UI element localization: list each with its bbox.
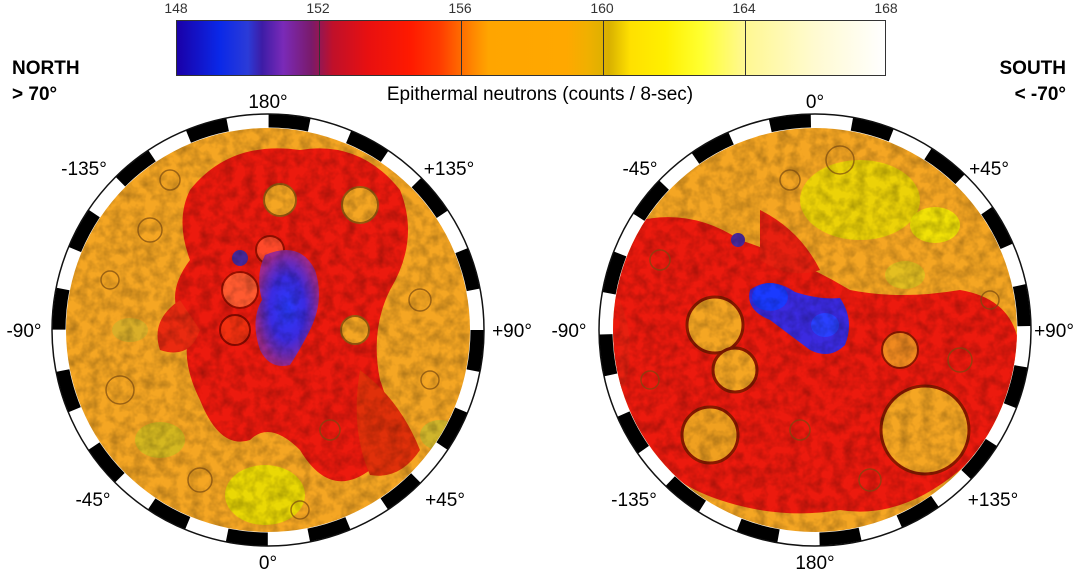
colorbar-tick-148: 148	[164, 0, 188, 16]
north-label-minus135: -135°	[61, 159, 107, 180]
colorbar-divider	[745, 21, 746, 75]
north-label-0: 0°	[258, 553, 278, 574]
north-label-plus90: +90°	[492, 321, 532, 342]
colorbar-divider	[603, 21, 604, 75]
north-subtitle: > 70°	[12, 84, 58, 105]
south-label-minus90: -90°	[551, 321, 587, 342]
colorbar-title: Epithermal neutrons (counts / 8-sec)	[386, 84, 694, 105]
colorbar-divider	[319, 21, 320, 75]
south-label-plus135: +135°	[967, 490, 1019, 511]
south-title: SOUTH	[999, 58, 1067, 79]
south-polar-map	[598, 113, 1032, 547]
south-subtitle: < -70°	[1014, 84, 1066, 105]
south-title-block: SOUTH < -70°	[1000, 56, 1067, 108]
south-label-0: 0°	[805, 92, 825, 113]
north-label-180: 180°	[248, 92, 288, 113]
colorbar-legend: 148 152 156 160 164 168 Epithermal neutr…	[0, 0, 1080, 110]
north-label-minus45: -45°	[75, 490, 111, 511]
south-label-plus45: +45°	[969, 159, 1009, 180]
south-label-180: 180°	[795, 553, 835, 574]
colorbar-gradient	[176, 20, 886, 76]
colorbar-tick-160: 160	[590, 0, 614, 16]
colorbar-tick-168: 168	[874, 0, 898, 16]
north-label-plus45: +45°	[425, 490, 465, 511]
south-label-minus135: -135°	[611, 490, 657, 511]
south-label-minus45: -45°	[622, 159, 658, 180]
north-polar-map	[51, 113, 485, 547]
colorbar-tick-164: 164	[732, 0, 756, 16]
colorbar-tick-156: 156	[448, 0, 472, 16]
north-title-block: NORTH > 70°	[12, 56, 80, 108]
colorbar-divider	[461, 21, 462, 75]
north-title: NORTH	[12, 58, 80, 79]
north-label-plus135: +135°	[423, 159, 475, 180]
colorbar-tick-152: 152	[306, 0, 330, 16]
north-label-minus90: -90°	[6, 321, 42, 342]
south-label-plus90: +90°	[1034, 321, 1074, 342]
